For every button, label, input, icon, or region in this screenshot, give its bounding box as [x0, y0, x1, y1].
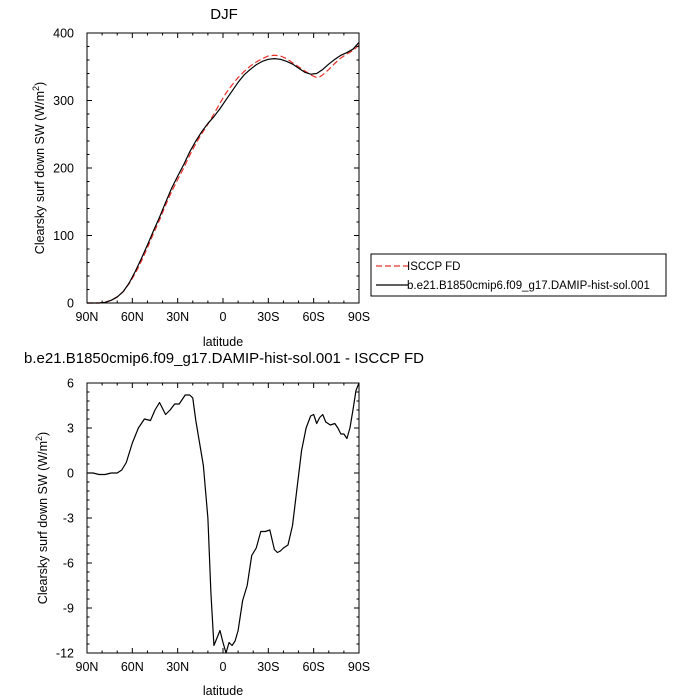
bottom-series-line-0	[87, 382, 360, 654]
legend-box	[370, 253, 667, 297]
bottom-x-tick-label: 0	[220, 660, 227, 674]
top-panel: DJF 90N 60N 30N 0 30S 60S 90S 0 100 200 300 400 la…	[31, 6, 370, 349]
bottom-y-tick-label: 3	[67, 422, 74, 436]
top-x-tick-label: 0	[220, 310, 227, 324]
top-x-tick-label: 90S	[348, 310, 370, 324]
top-y-tick-label: 0	[67, 297, 74, 311]
bottom-x-tick-label: 30N	[166, 660, 189, 674]
top-panel-title: DJF	[210, 6, 238, 23]
bottom-x-tick-label: 30S	[257, 660, 279, 674]
top-y-ticks: 0 100 200 300 400	[53, 27, 359, 311]
bottom-y-tick-label: -12	[56, 647, 74, 661]
bottom-panel: b.e21.B1850cmip6.f09_g17.DAMIP-hist-sol.…	[24, 350, 424, 698]
top-x-tick-label: 30S	[257, 310, 279, 324]
bottom-y-axis-label: Clearsky surf down SW (W/m2)	[34, 432, 50, 604]
top-x-axis-label: latitude	[203, 335, 243, 349]
bottom-x-tick-label: 60S	[303, 660, 325, 674]
top-y-tick-label: 200	[53, 162, 74, 176]
bottom-x-tick-label: 90N	[76, 660, 99, 674]
top-y-tick-label: 300	[53, 94, 74, 108]
top-y-tick-label: 400	[53, 27, 74, 41]
bottom-panel-title: b.e21.B1850cmip6.f09_g17.DAMIP-hist-sol.…	[24, 350, 424, 367]
bottom-x-tick-label: 60N	[121, 660, 144, 674]
top-series-line-1	[87, 42, 360, 304]
bottom-y-tick-label: -9	[63, 602, 74, 616]
bottom-y-ticks: -12 -9 -6 -3 0 3 6	[56, 377, 359, 661]
top-x-tick-label: 30N	[166, 310, 189, 324]
top-x-tick-label: 90N	[76, 310, 99, 324]
top-x-ticks: 90N 60N 30N 0 30S 60S 90S	[76, 33, 370, 324]
top-y-axis-label: Clearsky surf down SW (W/m2)	[31, 82, 47, 254]
bottom-y-tick-label: -3	[63, 512, 74, 526]
bottom-y-tick-label: 6	[67, 377, 74, 391]
legend-label-model: b.e21.B1850cmip6.f09_g17.DAMIP-hist-sol.…	[407, 280, 650, 292]
top-plot-frame	[86, 32, 360, 304]
bottom-x-tick-label: 90S	[348, 660, 370, 674]
bottom-x-ticks: 90N 60N 30N 0 30S 60S 90S	[76, 383, 370, 674]
bottom-y-tick-label: 0	[67, 467, 74, 481]
bottom-x-axis-label: latitude	[203, 684, 243, 698]
top-series-line-0	[87, 44, 360, 304]
top-plot-series	[87, 42, 360, 304]
bottom-plot-series	[87, 382, 360, 654]
bottom-plot-frame	[86, 382, 360, 654]
top-x-tick-label: 60S	[303, 310, 325, 324]
legend-label-isccp: ISCCP FD	[407, 261, 460, 273]
top-x-tick-label: 60N	[121, 310, 144, 324]
top-y-tick-label: 100	[53, 229, 74, 243]
legend: ISCCP FD b.e21.B1850cmip6.f09_g17.DAMIP-…	[370, 253, 667, 297]
bottom-y-tick-label: -6	[63, 557, 74, 571]
